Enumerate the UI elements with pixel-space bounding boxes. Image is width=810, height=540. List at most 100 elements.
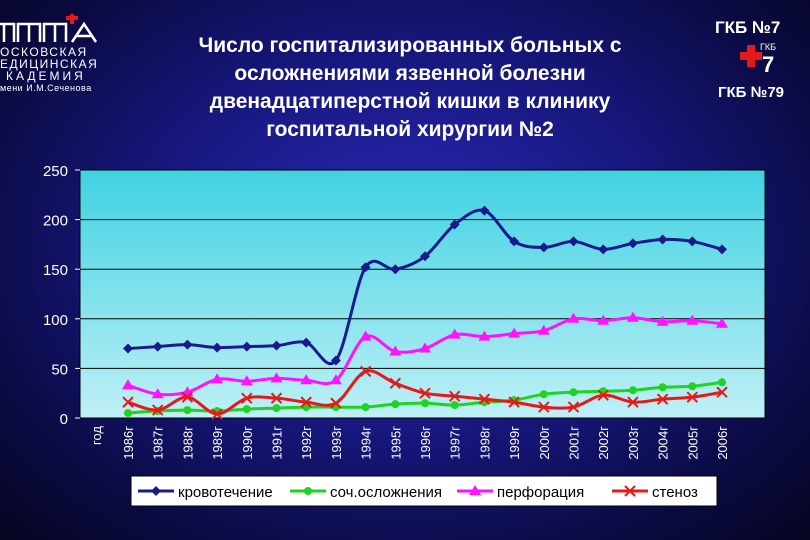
- data-point: [538, 242, 549, 253]
- data-point: [656, 315, 669, 326]
- y-tick-label: 200: [43, 213, 68, 230]
- data-point: [539, 390, 548, 399]
- y-tick-label: 0: [60, 411, 68, 428]
- data-point: [122, 396, 134, 408]
- legend-item-3: перфорация: [457, 484, 584, 501]
- data-point: [181, 391, 194, 403]
- data-point: [300, 396, 312, 408]
- series-1: [123, 205, 727, 366]
- data-point: [718, 378, 726, 387]
- data-point: [212, 342, 223, 353]
- data-point: [469, 485, 481, 495]
- logo-line-2: ЕДИЦИНСКАЯ: [0, 57, 99, 71]
- x-tick-label: 1997г: [448, 426, 463, 460]
- data-point: [151, 486, 161, 496]
- x-tick-label: 1999г: [507, 426, 522, 460]
- x-tick-label: 1996г: [418, 426, 433, 460]
- logo-line-4: мени И.М.Сеченова: [0, 83, 92, 93]
- x-tick-label: 2001г: [567, 426, 582, 460]
- data-point: [508, 396, 520, 408]
- data-point: [508, 327, 521, 338]
- data-point: [123, 343, 133, 354]
- data-point: [391, 400, 400, 409]
- data-point: [272, 404, 281, 413]
- x-tick-label: 1993г: [329, 426, 344, 460]
- data-point: [241, 392, 253, 404]
- data-point: [657, 234, 668, 245]
- data-point: [151, 404, 164, 416]
- data-point: [687, 236, 698, 247]
- data-point: [419, 387, 431, 399]
- series-3: [122, 311, 728, 399]
- data-point: [478, 393, 491, 405]
- data-point: [597, 389, 609, 401]
- data-point: [419, 342, 431, 353]
- data-point: [627, 396, 639, 408]
- data-point: [389, 345, 402, 356]
- series-layer: [122, 205, 728, 420]
- slide-title: Число госпитализированных больных с осло…: [150, 32, 670, 144]
- x-tick-label: 2005г: [685, 426, 700, 460]
- data-point: [240, 375, 253, 386]
- data-point: [152, 341, 163, 352]
- data-point: [450, 401, 459, 410]
- data-point: [658, 383, 667, 392]
- axes: 0 50 100 150 200 250 год 1986г 1987г 1988г 1989г 19…: [43, 163, 730, 460]
- data-point: [686, 391, 699, 403]
- data-point: [624, 485, 636, 497]
- y-tick-label: 100: [43, 312, 68, 329]
- hospital-logo-number: 7: [762, 52, 774, 76]
- data-point: [686, 314, 699, 325]
- data-point: [242, 405, 251, 414]
- data-point: [183, 406, 192, 415]
- data-point: [329, 374, 342, 385]
- data-point: [211, 373, 224, 384]
- data-point: [538, 401, 550, 413]
- legend-label: стеноз: [652, 484, 698, 501]
- logo-line-1: ОСКОВСКАЯ: [0, 45, 88, 59]
- data-point: [330, 355, 341, 366]
- data-point: [361, 403, 370, 412]
- x-tick-label: 2000г: [537, 426, 552, 460]
- legend-item-1: кровотечение: [138, 484, 273, 501]
- hospital-logo-text: ГКБ: [760, 42, 776, 52]
- x-tick-label: 1990г: [240, 426, 255, 460]
- data-point: [270, 372, 283, 383]
- data-point: [390, 264, 401, 275]
- legend-label: перфорация: [497, 484, 584, 501]
- hospital-7-label: ГКБ №7: [715, 18, 781, 37]
- x-tick-label: 1989г: [210, 426, 225, 460]
- logo-line-3: КАДЕМИЯ: [6, 69, 86, 83]
- y-tick-label: 250: [43, 163, 68, 180]
- x-tick-label: 2003г: [626, 426, 641, 460]
- data-point: [420, 251, 430, 262]
- data-point: [241, 341, 252, 352]
- x-tick-label: 1995г: [388, 426, 403, 460]
- data-point: [389, 377, 402, 389]
- x-tick-label: 1994г: [359, 426, 374, 460]
- y-tick-label: 50: [51, 361, 68, 378]
- data-point: [478, 330, 491, 341]
- data-point: [359, 365, 372, 378]
- data-point: [627, 238, 638, 249]
- data-point: [271, 340, 282, 351]
- data-point: [598, 244, 609, 255]
- x-tick-label: 1998г: [477, 426, 492, 460]
- title-line-2: осложнениями язвенной болезни: [234, 62, 586, 85]
- data-point: [151, 388, 164, 399]
- data-point: [568, 236, 579, 247]
- data-point: [270, 392, 283, 404]
- plot-area: [79, 169, 766, 419]
- data-point: [479, 205, 490, 216]
- data-point: [626, 311, 639, 322]
- academy-logo-text: ОСКОВСКАЯ ЕДИЦИНСКАЯ КАДЕМИЯ мени И.М.Се…: [0, 46, 98, 94]
- hospital-7-logo: ГКБ 7: [740, 42, 776, 76]
- title-line-3: двенадцатиперстной кишки в клинику: [209, 90, 611, 113]
- legend-label: соч.осложнения: [330, 484, 442, 501]
- data-point: [124, 409, 132, 418]
- data-point: [569, 388, 578, 397]
- x-tick-label: 1988г: [180, 426, 195, 460]
- x-tick-label: 1992г: [299, 426, 314, 460]
- title-line-1: Число госпитализированных больных с: [198, 34, 622, 57]
